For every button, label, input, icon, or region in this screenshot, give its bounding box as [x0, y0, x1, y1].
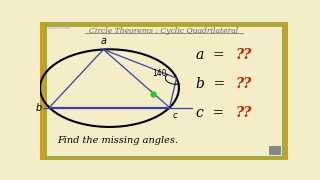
Text: c  =: c =: [196, 106, 229, 120]
Text: MathsBot: MathsBot: [47, 25, 71, 30]
Bar: [269, 146, 281, 155]
Text: ??: ??: [236, 77, 252, 91]
Text: a  =: a =: [196, 48, 229, 62]
Text: b: b: [36, 103, 42, 112]
Text: c: c: [172, 111, 177, 120]
Text: ??: ??: [236, 106, 252, 120]
Text: Circle Theorems : Cyclic Quadrilateral: Circle Theorems : Cyclic Quadrilateral: [89, 27, 239, 35]
Text: b  =: b =: [196, 77, 230, 91]
Text: ??: ??: [236, 48, 252, 62]
Text: Find the missing angles.: Find the missing angles.: [57, 136, 178, 145]
Text: a: a: [100, 36, 106, 46]
Text: 140: 140: [152, 69, 166, 78]
